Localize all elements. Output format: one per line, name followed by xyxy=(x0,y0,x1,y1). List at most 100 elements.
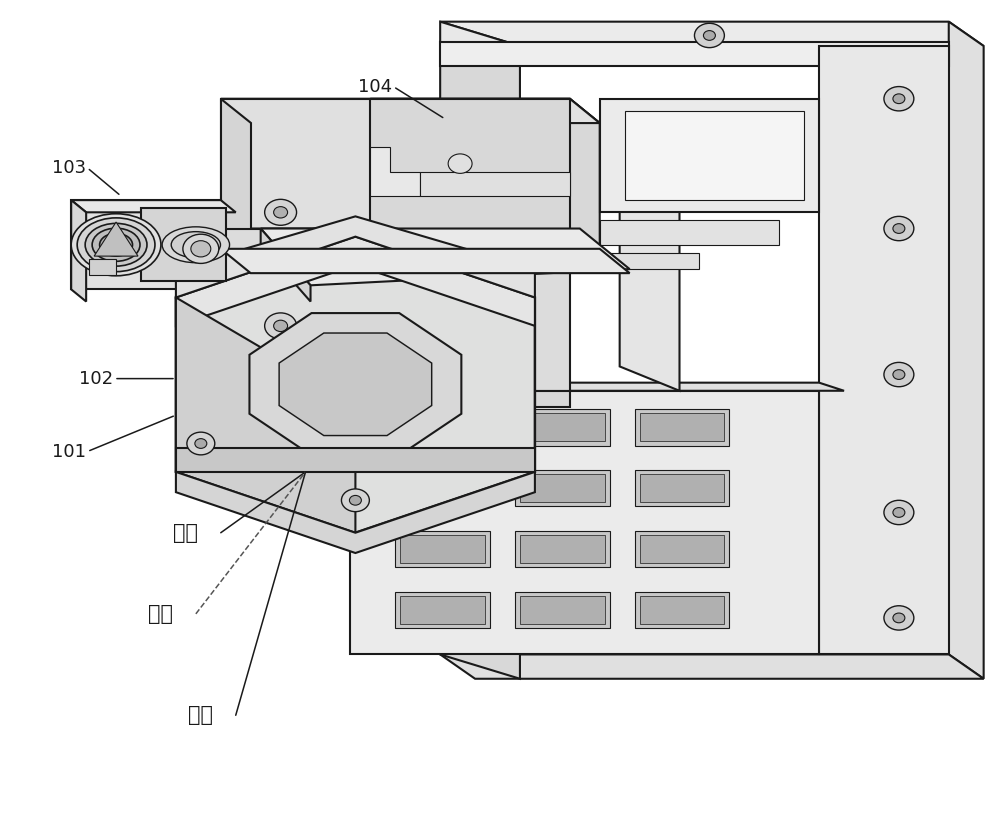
Polygon shape xyxy=(89,260,116,275)
Polygon shape xyxy=(570,98,600,253)
Polygon shape xyxy=(640,535,724,563)
Polygon shape xyxy=(71,200,86,301)
Polygon shape xyxy=(279,333,432,435)
Polygon shape xyxy=(141,208,226,282)
Polygon shape xyxy=(440,42,949,66)
Polygon shape xyxy=(949,22,984,679)
Polygon shape xyxy=(395,470,490,506)
Polygon shape xyxy=(515,531,610,567)
Polygon shape xyxy=(635,592,729,628)
Ellipse shape xyxy=(171,232,220,258)
Circle shape xyxy=(893,508,905,518)
Circle shape xyxy=(893,613,905,623)
Text: 101: 101 xyxy=(52,443,86,461)
Polygon shape xyxy=(625,111,804,200)
Polygon shape xyxy=(400,535,485,563)
Ellipse shape xyxy=(77,218,155,272)
Circle shape xyxy=(195,439,207,449)
Polygon shape xyxy=(221,98,600,123)
Text: 103: 103 xyxy=(52,159,86,177)
Polygon shape xyxy=(395,531,490,567)
Polygon shape xyxy=(635,531,729,567)
Polygon shape xyxy=(221,229,570,391)
Polygon shape xyxy=(640,596,724,624)
Text: 定标: 定标 xyxy=(148,604,173,624)
Polygon shape xyxy=(819,46,949,654)
Polygon shape xyxy=(600,98,819,212)
Polygon shape xyxy=(635,409,729,445)
Polygon shape xyxy=(350,383,844,391)
Polygon shape xyxy=(640,474,724,502)
Text: 防尘: 防尘 xyxy=(173,523,198,543)
Circle shape xyxy=(893,370,905,379)
Circle shape xyxy=(884,501,914,525)
Polygon shape xyxy=(440,22,520,66)
Polygon shape xyxy=(221,391,570,407)
Polygon shape xyxy=(261,229,630,286)
Ellipse shape xyxy=(92,228,140,261)
Circle shape xyxy=(703,31,715,41)
Ellipse shape xyxy=(71,214,161,276)
Polygon shape xyxy=(400,596,485,624)
Polygon shape xyxy=(176,297,355,532)
Circle shape xyxy=(884,86,914,111)
Circle shape xyxy=(274,320,288,331)
Polygon shape xyxy=(440,654,984,679)
Text: 104: 104 xyxy=(358,77,392,95)
Polygon shape xyxy=(520,413,605,441)
Ellipse shape xyxy=(162,227,230,263)
Polygon shape xyxy=(640,413,724,441)
Polygon shape xyxy=(176,472,535,553)
Text: 102: 102 xyxy=(79,370,113,387)
Polygon shape xyxy=(635,470,729,506)
Polygon shape xyxy=(515,470,610,506)
Circle shape xyxy=(183,234,219,264)
Polygon shape xyxy=(600,253,699,269)
Polygon shape xyxy=(420,172,570,196)
Polygon shape xyxy=(400,474,485,502)
Circle shape xyxy=(349,496,361,505)
Polygon shape xyxy=(350,391,819,654)
Polygon shape xyxy=(600,221,779,245)
Polygon shape xyxy=(176,448,535,472)
Polygon shape xyxy=(370,98,600,123)
Circle shape xyxy=(884,606,914,630)
Polygon shape xyxy=(520,596,605,624)
Polygon shape xyxy=(440,22,984,46)
Circle shape xyxy=(893,224,905,234)
Polygon shape xyxy=(520,535,605,563)
Circle shape xyxy=(893,94,905,103)
Polygon shape xyxy=(176,237,535,326)
Polygon shape xyxy=(515,409,610,445)
Polygon shape xyxy=(94,222,138,256)
Circle shape xyxy=(884,217,914,241)
Polygon shape xyxy=(620,123,680,391)
Polygon shape xyxy=(395,409,490,445)
Circle shape xyxy=(187,432,215,455)
Polygon shape xyxy=(176,217,535,297)
Polygon shape xyxy=(370,147,420,196)
Polygon shape xyxy=(440,42,520,679)
Circle shape xyxy=(694,24,724,48)
Circle shape xyxy=(274,207,288,218)
Circle shape xyxy=(448,154,472,173)
Polygon shape xyxy=(520,474,605,502)
Polygon shape xyxy=(71,200,221,289)
Circle shape xyxy=(265,313,297,339)
Ellipse shape xyxy=(107,239,125,252)
Polygon shape xyxy=(221,249,630,274)
Circle shape xyxy=(191,241,211,257)
Ellipse shape xyxy=(100,234,133,256)
Polygon shape xyxy=(370,98,570,229)
Ellipse shape xyxy=(85,223,147,266)
Polygon shape xyxy=(221,98,570,229)
Text: 探测: 探测 xyxy=(188,705,213,725)
Polygon shape xyxy=(221,98,251,391)
Polygon shape xyxy=(400,413,485,441)
Circle shape xyxy=(265,199,297,225)
Circle shape xyxy=(884,362,914,387)
Polygon shape xyxy=(515,592,610,628)
Polygon shape xyxy=(249,313,461,456)
Polygon shape xyxy=(261,229,311,301)
Polygon shape xyxy=(176,237,535,532)
